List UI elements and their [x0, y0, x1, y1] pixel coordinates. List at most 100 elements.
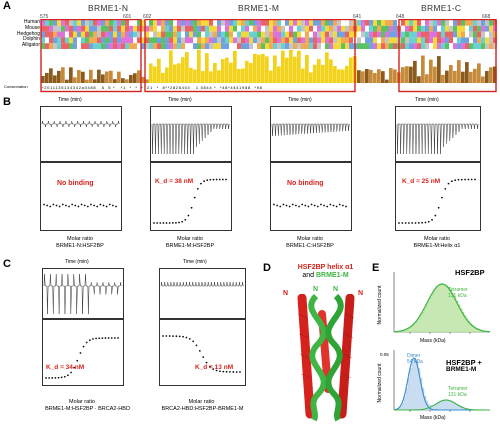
- alignment-cell: [341, 43, 345, 49]
- isotherm-point: [65, 204, 67, 207]
- alignment-cell: [485, 43, 489, 49]
- alignment-cell: [481, 25, 485, 32]
- alignment-cell: [453, 31, 457, 38]
- alignment-cell: [281, 31, 285, 38]
- alignment-cell: [297, 43, 301, 49]
- alignment-cell: [129, 43, 133, 49]
- alignment-cell: [153, 20, 157, 26]
- alignment-cell: [225, 43, 229, 49]
- conservation-bar: [93, 79, 97, 83]
- alignment-cell: [253, 31, 257, 38]
- alignment-cell: [361, 43, 365, 49]
- conservation-bar: [469, 71, 473, 83]
- alignment-cell: [249, 25, 253, 32]
- alignment-cell: [81, 31, 85, 38]
- alignment-cell: [257, 31, 261, 38]
- isotherm-point: [165, 222, 168, 224]
- isotherm-point: [178, 221, 180, 224]
- alignment-cell: [393, 25, 397, 32]
- alignment-cell: [157, 31, 161, 38]
- alignment-cell: [289, 20, 293, 26]
- conservation-bar: [377, 69, 381, 83]
- alignment-cell: [133, 37, 137, 44]
- massphoto-top: [393, 272, 491, 334]
- alignment-cell: [173, 37, 177, 44]
- alignment-cell: [181, 20, 185, 26]
- conservation-bar: [173, 64, 177, 83]
- alignment-cell: [337, 20, 341, 26]
- alignment-cell: [97, 25, 101, 32]
- alignment-cell: [365, 43, 369, 49]
- isotherm-point: [206, 179, 209, 182]
- alignment-cell: [245, 37, 249, 44]
- alignment-cell: [145, 43, 149, 49]
- isotherm-point: [108, 203, 111, 206]
- alignment-cell: [121, 25, 125, 32]
- alignment-cell: [437, 25, 441, 32]
- alignment-cell: [205, 37, 209, 44]
- conservation-bar: [137, 70, 141, 83]
- isotherm-point: [92, 338, 94, 340]
- isotherm-point: [107, 337, 110, 339]
- alignment-cell: [133, 20, 137, 26]
- alignment-cell: [41, 43, 45, 49]
- isotherm-point: [168, 335, 171, 337]
- alignment-cell: [81, 43, 85, 49]
- alignment-cell: [337, 37, 341, 44]
- alignment-cell: [101, 20, 105, 26]
- isotherm-point: [307, 205, 310, 208]
- alignment-cell: [329, 20, 333, 26]
- isotherm-point: [70, 371, 72, 374]
- isotherm-point: [329, 203, 332, 206]
- isotherm-point: [276, 204, 279, 207]
- isotherm-point: [229, 371, 231, 373]
- alignment-cell: [365, 20, 369, 26]
- alignment-cell: [429, 25, 433, 32]
- alignment-cell: [473, 31, 477, 38]
- isotherm-point: [67, 374, 69, 377]
- alignment-cell: [277, 25, 281, 32]
- alignment-cell: [325, 20, 329, 26]
- itc-c2-traces: [160, 281, 244, 373]
- itc-b1-traces: [41, 120, 120, 208]
- isotherm-point: [196, 187, 199, 190]
- alignment-cell: [389, 31, 393, 38]
- isotherm-point: [48, 377, 51, 379]
- alignment-cell: [189, 20, 193, 26]
- conservation-bar: [209, 71, 213, 83]
- alignment-cell: [329, 37, 333, 44]
- itc-b3-iso-points: [273, 203, 347, 208]
- conservation-bar: [133, 73, 137, 83]
- alignment-cell: [413, 25, 417, 32]
- alignment-cell: [289, 37, 293, 44]
- alignment-cell: [441, 20, 445, 26]
- isotherm-point: [209, 178, 212, 181]
- conservation-bar: [445, 70, 449, 83]
- isotherm-point: [279, 205, 282, 208]
- conservation-bar: [69, 67, 73, 83]
- conservation-bar: [465, 62, 469, 83]
- alignment-cell: [157, 20, 161, 26]
- isotherm-point: [153, 222, 155, 224]
- alignment-cell: [429, 37, 433, 44]
- conservation-bar: [473, 68, 477, 83]
- itc-c2-iso-points: [162, 335, 241, 373]
- alignment-cell: [169, 20, 173, 26]
- itc-b3-xlabel1: Molar ratio: [297, 236, 323, 242]
- conservation-bar: [197, 49, 201, 83]
- alignment-cell: [85, 20, 89, 26]
- alignment-cell: [221, 31, 225, 38]
- alignment-cell: [425, 25, 429, 32]
- alignment-cell: [257, 37, 261, 44]
- itc-c1-kd: K_d = 34 nM: [46, 364, 85, 371]
- alignment-cell: [477, 20, 481, 26]
- alignment-cell: [153, 43, 157, 49]
- alignment-cell: [149, 20, 153, 26]
- alignment-cell: [49, 37, 53, 44]
- alignment-cell: [469, 20, 473, 26]
- isotherm-point: [212, 368, 215, 370]
- conservation-bar: [77, 69, 81, 83]
- alignment-cell: [461, 37, 465, 44]
- isotherm-point: [273, 203, 275, 206]
- conservation-bar: [241, 68, 245, 83]
